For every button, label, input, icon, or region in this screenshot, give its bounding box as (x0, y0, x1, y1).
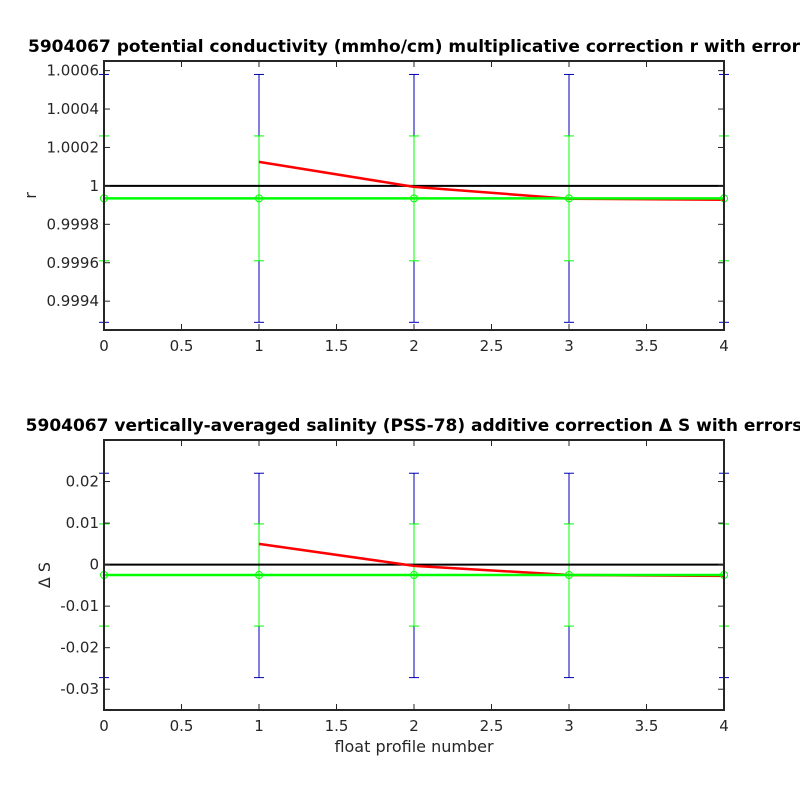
x-tick-label: 1 (254, 337, 264, 355)
y-tick-label: 1.0004 (47, 100, 100, 118)
x-tick-label: 3 (564, 337, 574, 355)
x-tick-label: 4 (719, 717, 729, 735)
green-series-marker (255, 194, 263, 203)
y-tick-label: 0 (89, 556, 99, 574)
y-tick-label: 0.9998 (47, 215, 100, 233)
y-tick-label: 1.0006 (47, 62, 100, 80)
x-tick-label: 2.5 (480, 717, 504, 735)
y-tick-label: 0.9996 (47, 254, 100, 272)
y-tick-label: 0.02 (66, 473, 99, 491)
x-tick-label: 1.5 (325, 717, 349, 735)
x-tick-label: 3 (564, 717, 574, 735)
x-tick-label: 0.5 (170, 717, 194, 735)
chart-title: 5904067 vertically-averaged salinity (PS… (26, 416, 800, 436)
x-tick-label: 2 (409, 337, 419, 355)
green-series-marker (565, 571, 573, 579)
y-axis-label: r (21, 192, 40, 199)
red-series-line (258, 542, 725, 578)
y-tick-label: -0.03 (60, 680, 99, 698)
chart-panel-2: 5904067 vertically-averaged salinity (PS… (26, 416, 800, 756)
x-tick-label: 1 (254, 717, 264, 735)
x-tick-label: 3.5 (635, 717, 659, 735)
chart-title: 5904067 potential conductivity (mmho/cm)… (28, 37, 800, 57)
x-tick-label: 4 (719, 337, 729, 355)
y-tick-label: -0.01 (60, 597, 99, 615)
x-tick-label: 0 (99, 337, 109, 355)
green-series-marker (410, 194, 418, 203)
x-tick-label: 0 (99, 717, 109, 735)
green-series-marker (410, 571, 418, 579)
red-series-line (258, 160, 725, 201)
y-tick-label: 0.9994 (47, 292, 100, 310)
x-tick-label: 1.5 (325, 337, 349, 355)
x-axis-label: float profile number (334, 737, 494, 756)
chart-panel-1: 5904067 potential conductivity (mmho/cm)… (21, 37, 800, 355)
x-tick-label: 3.5 (635, 337, 659, 355)
y-tick-label: 0.01 (66, 514, 99, 532)
y-axis-label: Δ S (35, 562, 54, 588)
x-tick-label: 2.5 (480, 337, 504, 355)
green-series-marker (255, 571, 263, 579)
green-series-marker (565, 194, 573, 203)
x-tick-label: 2 (409, 717, 419, 735)
y-tick-label: -0.02 (60, 639, 99, 657)
y-tick-label: 1 (89, 177, 99, 195)
y-tick-label: 1.0002 (47, 138, 100, 156)
x-tick-label: 0.5 (170, 337, 194, 355)
